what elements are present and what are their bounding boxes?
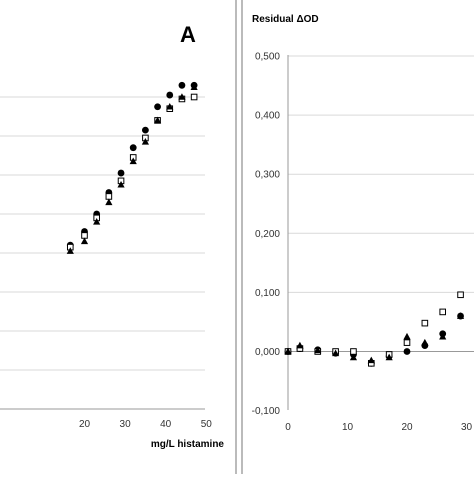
panel-b-point-triangle bbox=[284, 347, 292, 355]
panel-b-x-tick-label: 10 bbox=[342, 422, 354, 433]
panel-b-x-tick-labels: 0 10 20 30 bbox=[285, 422, 472, 433]
panel-b-point-circle bbox=[403, 348, 411, 355]
panel-a-x-tick-label: 50 bbox=[201, 419, 213, 430]
panel-b-y-tick-label: 0,000 bbox=[255, 347, 280, 358]
panel-a-point-triangle bbox=[66, 247, 74, 254]
panel-a-x-axis-title: mg/L histamine bbox=[151, 439, 225, 450]
panel-a-marks bbox=[66, 81, 198, 254]
panel-b-y-tick-label: 0,500 bbox=[255, 52, 280, 63]
panel-a: A 20 30 40 50 mg/L histamine bbox=[0, 22, 224, 450]
panel-a-point-open-square bbox=[190, 93, 198, 101]
panel-b-point-triangle bbox=[403, 332, 411, 340]
panel-a-point-circle bbox=[166, 91, 174, 99]
panel-b-x-tick-label: 30 bbox=[461, 422, 473, 433]
panel-a-point-triangle bbox=[178, 93, 186, 100]
panel-b-point-open-square bbox=[350, 348, 357, 355]
panel-a-point-circle bbox=[154, 103, 161, 111]
panel-b-point-triangle bbox=[349, 353, 358, 361]
panel-b-point-open-square bbox=[439, 308, 446, 316]
panel-b-x-tick-label: 20 bbox=[401, 422, 413, 433]
panel-a-point-circle bbox=[117, 169, 125, 177]
panel-b-y-tick-label: 0,300 bbox=[255, 170, 280, 181]
panel-b-point-triangle bbox=[421, 338, 429, 346]
panel-b-point-triangle bbox=[367, 356, 375, 364]
panel-b-marks bbox=[284, 291, 465, 367]
panel-b-point-triangle bbox=[456, 312, 465, 319]
panel-b-y-tick-label: -0,100 bbox=[252, 406, 281, 417]
panel-b-y-tick-label: 0,200 bbox=[255, 229, 280, 240]
panel-a-x-tick-labels: 20 30 40 50 bbox=[79, 419, 212, 430]
panel-b-x-tick-label: 0 bbox=[285, 422, 291, 433]
panel-a-point-circle bbox=[129, 144, 137, 152]
panel-b-y-tick-label: 0,100 bbox=[255, 288, 280, 299]
panel-a-point-circle bbox=[142, 126, 149, 134]
panel-b-point-open-square bbox=[421, 319, 429, 327]
panel-a-point-triangle bbox=[190, 83, 198, 91]
panel-a-point-triangle bbox=[117, 180, 125, 188]
panel-a-point-triangle bbox=[105, 198, 113, 206]
panel-a-point-triangle bbox=[129, 157, 137, 165]
panel-a-point-triangle bbox=[166, 102, 174, 110]
panel-b-title: Residual ΔOD bbox=[252, 14, 319, 25]
panel-a-point-triangle bbox=[93, 218, 101, 225]
panel-b: Residual ΔOD 0,5000,4000,3000,2000,1000,… bbox=[252, 14, 474, 433]
panel-b-point-triangle bbox=[314, 346, 322, 354]
panel-b-point-triangle bbox=[385, 353, 393, 361]
panel-a-point-open-square bbox=[105, 193, 113, 200]
panel-b-y-tick-labels: 0,500 0,400 0,300 0,200 0,100 0,000 -0,100 bbox=[252, 52, 281, 418]
panel-a-x-tick-label: 20 bbox=[79, 419, 91, 430]
panel-a-point-triangle bbox=[80, 237, 89, 245]
panel-a-x-tick-label: 40 bbox=[160, 419, 172, 430]
panel-b-y-tick-label: 0,400 bbox=[255, 111, 280, 122]
panel-b-point-triangle bbox=[439, 332, 447, 340]
panel-a-point-triangle bbox=[141, 138, 149, 145]
panel-b-point-triangle bbox=[296, 341, 304, 349]
panel-b-gridlines bbox=[288, 55, 474, 352]
panel-a-point-circle bbox=[178, 81, 186, 89]
panel-b-point-open-square bbox=[457, 291, 464, 299]
panel-b-point-triangle bbox=[332, 349, 340, 357]
panel-letter: A bbox=[180, 22, 196, 47]
panel-a-point-open-square bbox=[81, 232, 88, 239]
panel-b-point-open-square bbox=[403, 339, 411, 346]
panel-a-point-triangle bbox=[153, 116, 162, 124]
panel-a-x-tick-label: 30 bbox=[120, 419, 132, 430]
